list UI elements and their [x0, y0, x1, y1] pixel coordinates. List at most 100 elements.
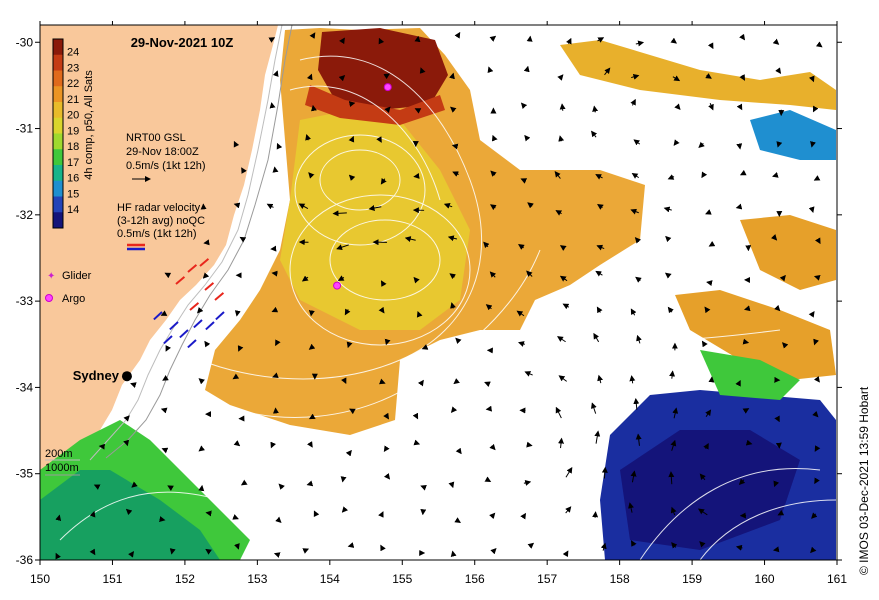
sst-yellow-ring — [280, 110, 470, 330]
gsl-arrow — [340, 476, 347, 483]
gsl-arrow — [89, 548, 96, 556]
gsl-arrow — [516, 310, 525, 317]
x-tick-label: 153 — [247, 572, 267, 586]
gsl-arrow — [413, 439, 421, 446]
gsl-arrow — [813, 376, 820, 383]
gsl-arrow — [489, 512, 496, 520]
hf-legend-line2: (3-12h avg) noQC — [117, 215, 205, 227]
gsl-arrow — [412, 412, 419, 420]
gsl-arrow — [378, 306, 385, 314]
x-tick-label: 154 — [320, 572, 340, 586]
gsl-arrow — [450, 302, 456, 309]
y-tick-label: -32 — [16, 208, 34, 222]
gsl-arrow — [559, 245, 567, 251]
gsl-arrow — [810, 546, 817, 554]
gsl-arrow — [555, 406, 562, 419]
x-tick-label: 151 — [102, 572, 122, 586]
gsl-arrow — [665, 235, 672, 243]
gsl-arrow — [491, 134, 498, 142]
gsl-arrow — [735, 544, 743, 551]
gsl-arrow — [779, 274, 786, 282]
gsl-arrow — [520, 512, 527, 520]
gsl-arrow — [524, 371, 533, 377]
gsl-arrow — [455, 447, 462, 455]
city-label: Sydney — [73, 368, 120, 383]
gsl-arrow — [305, 134, 311, 141]
gsl-arrow — [594, 430, 601, 444]
colorbar-swatch — [53, 165, 63, 182]
sst-ne-top — [560, 40, 836, 110]
gsl-arrow — [812, 410, 819, 418]
gsl-arrow — [705, 409, 712, 417]
gsl-arrow — [198, 445, 206, 452]
gsl-arrow — [196, 306, 204, 314]
gsl-arrow — [278, 483, 285, 490]
colorbar-swatch — [53, 149, 63, 166]
gsl-arrow — [815, 237, 821, 245]
gsl-arrow — [634, 237, 642, 244]
gsl-arrow — [380, 178, 387, 185]
colorbar-tick-label: 21 — [67, 94, 79, 106]
gsl-arrow — [308, 413, 316, 420]
gsl-arrow — [380, 544, 386, 552]
gsl-arrow — [349, 408, 356, 415]
gsl-arrow — [487, 66, 494, 74]
y-tick-label: -34 — [16, 380, 34, 394]
gsl-arrow — [416, 310, 423, 318]
gsl-arrow — [592, 511, 599, 518]
gsl-arrow — [631, 172, 640, 179]
gsl-arrow — [742, 338, 750, 345]
gsl-arrow — [123, 415, 130, 422]
gsl-arrow — [339, 37, 345, 45]
gsl-arrow — [670, 506, 677, 516]
x-tick-label: 157 — [537, 572, 557, 586]
colorbar-swatch — [53, 196, 63, 213]
gsl-arrow — [368, 205, 382, 211]
gsl-arrow — [635, 40, 645, 47]
gsl-arrow — [275, 516, 282, 523]
gsl-arrow — [636, 334, 642, 344]
gsl-arrow — [128, 551, 135, 558]
gsl-arrow — [233, 440, 241, 447]
gsl-arrow — [776, 141, 783, 148]
gsl-arrow — [743, 305, 751, 312]
hf-legend-line1: HF radar velocity — [117, 202, 201, 214]
gsl-arrow — [527, 542, 535, 549]
gsl-arrow — [454, 517, 461, 523]
hf-radar-arrow — [153, 311, 163, 321]
gsl-arrow — [308, 310, 315, 317]
gsl-arrow — [635, 276, 642, 283]
colorbar-tick-label: 24 — [67, 47, 79, 59]
gsl-arrow — [736, 103, 743, 111]
gsl-arrow — [699, 473, 706, 481]
gsl-arrow — [160, 407, 168, 414]
gsl-arrow — [485, 304, 493, 311]
gsl-arrow — [332, 210, 347, 217]
gsl-arrow — [555, 210, 563, 216]
gsl-arrow — [735, 379, 741, 387]
gsl-arrow — [198, 378, 205, 385]
gsl-arrow — [523, 480, 532, 486]
gsl-arrow — [673, 139, 680, 146]
y-tick-label: -33 — [16, 294, 34, 308]
gsl-arrow — [704, 306, 711, 314]
x-tick-label: 150 — [30, 572, 50, 586]
gsl-legend-line3: 0.5m/s (1kt 12h) — [126, 160, 205, 172]
x-tick-label: 160 — [755, 572, 775, 586]
gsl-arrow — [526, 441, 533, 448]
depth-200-label: 200m — [45, 448, 73, 460]
gsl-arrow — [454, 31, 461, 39]
sst-layer — [40, 25, 836, 560]
gsl-arrow — [742, 408, 750, 414]
credit-text: © IMOS 03-Dec-2021 13:59 Hobart — [857, 386, 871, 575]
hf-radar-arrow — [199, 258, 210, 267]
gsl-arrow — [490, 170, 497, 177]
argo-float-marker — [333, 281, 342, 290]
gsl-arrow — [672, 407, 679, 419]
gsl-arrow — [345, 449, 352, 457]
gsl-arrow — [808, 75, 815, 83]
gsl-arrow — [417, 379, 424, 387]
gsl-arrow — [770, 234, 778, 241]
gsl-arrow — [302, 548, 310, 554]
gsl-arrow — [707, 42, 714, 50]
